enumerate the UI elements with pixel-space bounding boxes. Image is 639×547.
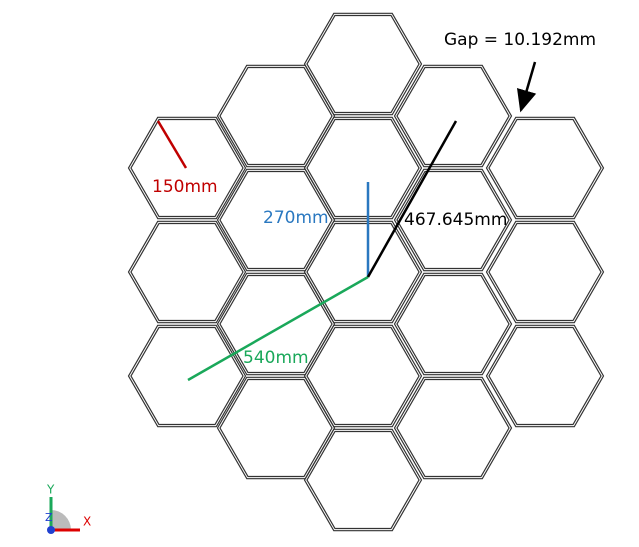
radius-line xyxy=(187,275,369,382)
hexagon xyxy=(396,66,510,166)
gap-label: Gap = 10.192mm xyxy=(444,30,596,50)
x-label: X xyxy=(83,515,91,529)
hexagon xyxy=(306,14,420,114)
hexagon xyxy=(130,118,244,218)
hexagon xyxy=(393,64,513,168)
hexagon xyxy=(393,168,513,272)
hexagon xyxy=(306,118,420,218)
z-axis xyxy=(47,526,55,534)
hexagon xyxy=(127,116,247,220)
hexagon xyxy=(219,378,333,478)
hexagon xyxy=(219,66,333,166)
edge-line xyxy=(156,120,188,169)
hex-array xyxy=(127,12,605,532)
radius-label: 540mm xyxy=(243,348,309,368)
hexagon xyxy=(219,274,333,374)
hexagon xyxy=(303,220,423,324)
gap-arrow xyxy=(517,61,537,113)
diagonal-line xyxy=(366,120,458,278)
hexagon xyxy=(393,272,513,376)
hexagon xyxy=(485,220,605,324)
axes-triad: Y Z X xyxy=(45,483,91,534)
hexagon xyxy=(306,222,420,322)
hexagon xyxy=(127,220,247,324)
hexagon xyxy=(306,326,420,426)
triad-arc xyxy=(51,510,71,530)
hexagon xyxy=(219,170,333,270)
hexagon xyxy=(303,324,423,428)
hexagon xyxy=(396,378,510,478)
hexagon xyxy=(488,326,602,426)
hexagon xyxy=(488,222,602,322)
z-label: Z xyxy=(45,511,53,524)
hexagon xyxy=(393,376,513,480)
edge-label: 150mm xyxy=(152,177,218,197)
hexagon xyxy=(130,222,244,322)
hexagon xyxy=(396,170,510,270)
hexagon xyxy=(303,428,423,532)
hexagon xyxy=(127,324,247,428)
hexagon xyxy=(396,274,510,374)
hexagon xyxy=(303,12,423,116)
hexagon xyxy=(485,116,605,220)
hexagon xyxy=(130,326,244,426)
hexagon xyxy=(303,116,423,220)
diagonal-label: 467.645mm xyxy=(404,210,507,230)
hexagon xyxy=(488,118,602,218)
height-label: 270mm xyxy=(263,208,329,228)
y-label: Y xyxy=(46,483,55,497)
hexagon xyxy=(485,324,605,428)
hexagon xyxy=(306,430,420,530)
